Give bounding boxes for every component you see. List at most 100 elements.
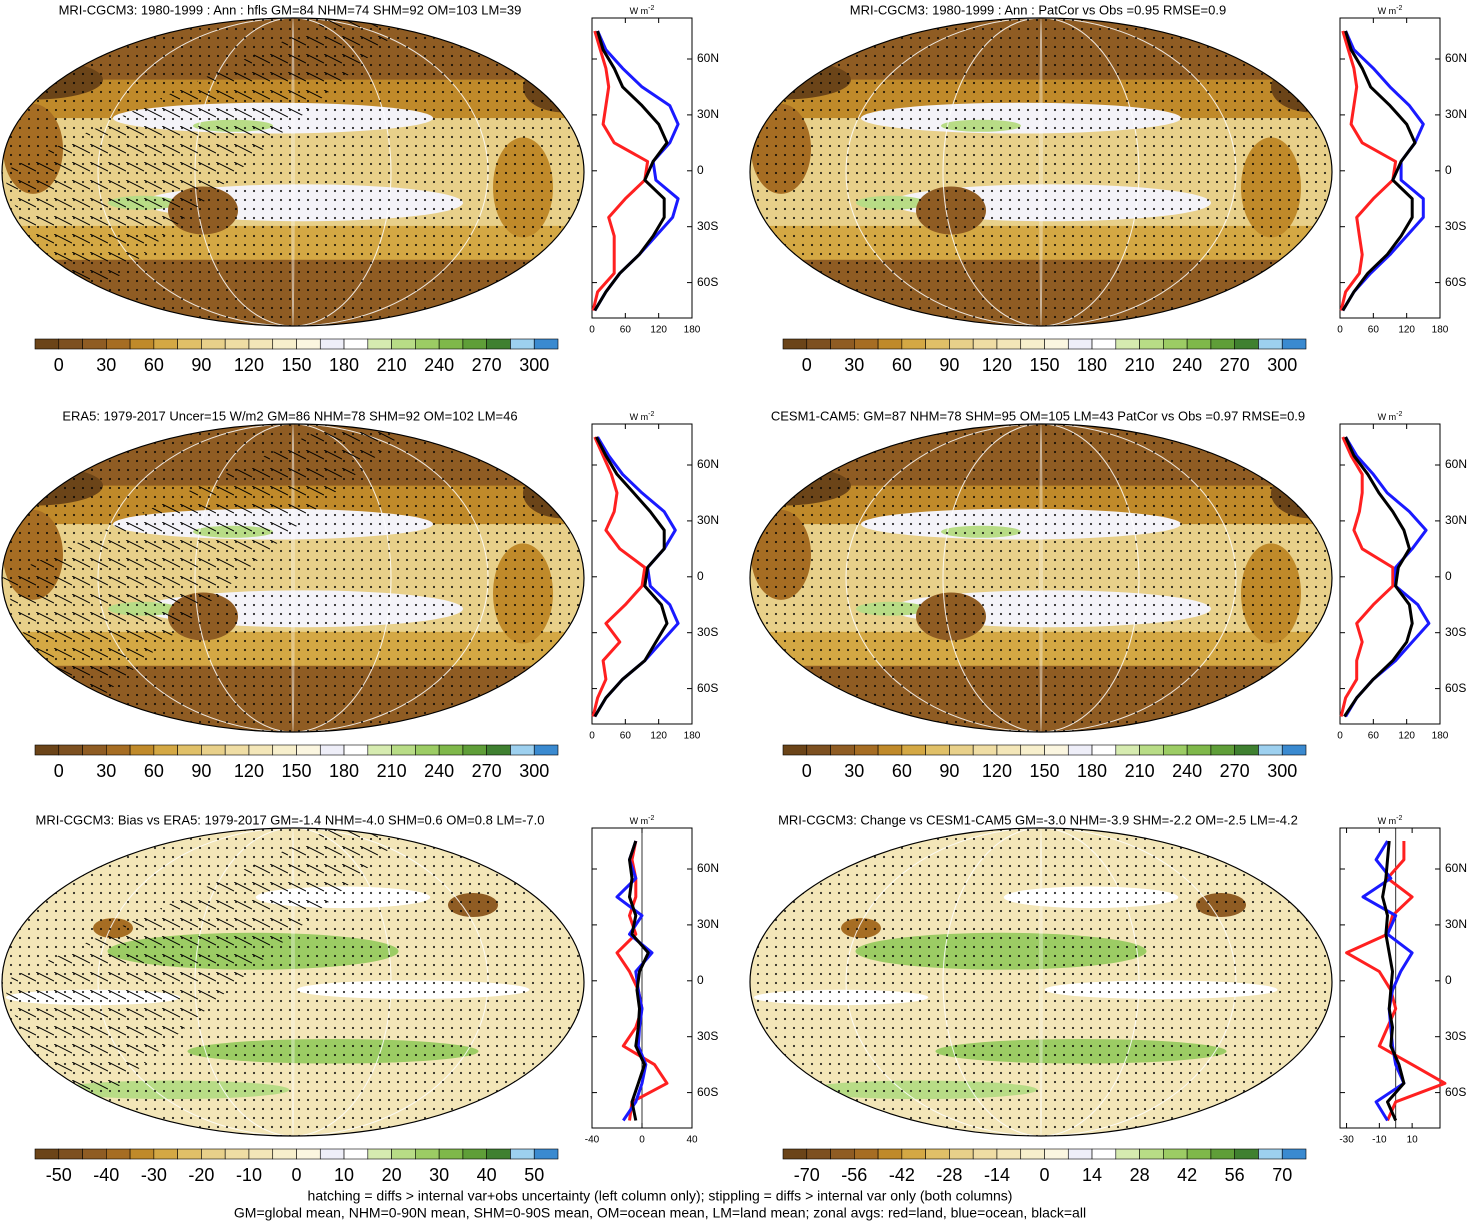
colorbar-box	[830, 1148, 855, 1160]
panel-title: MRI-CGCM3: Change vs CESM1-CAM5 GM=-3.0 …	[778, 812, 1298, 827]
colorbar-box	[854, 1148, 879, 1160]
colorbar-box	[391, 1148, 416, 1160]
colorbar-box	[949, 338, 974, 350]
y-tick-label: 30N	[697, 107, 719, 121]
colorbar-label: 270	[1220, 355, 1250, 375]
colorbar-box	[319, 338, 345, 350]
unit-exponent: -2	[1396, 815, 1402, 822]
zonal-mean-line	[1361, 840, 1414, 1122]
colorbar-box	[996, 1148, 1022, 1160]
unit-label: W m-2	[630, 411, 655, 423]
unit-label: W m-2	[630, 5, 655, 17]
colorbar-label: 300	[1267, 761, 1297, 781]
colorbar-box	[806, 1148, 831, 1160]
colorbar-label: 0	[54, 355, 64, 375]
colorbar-label: -70	[794, 1165, 820, 1185]
colorbar-box	[486, 1148, 511, 1160]
colorbar-box	[153, 1148, 178, 1160]
unit-exponent: -2	[1396, 411, 1402, 418]
x-tick-label: 180	[684, 325, 701, 336]
panel-title: ERA5: 1979-2017 Uncer=15 W/m2 GM=86 NHM=…	[62, 408, 517, 423]
y-tick-label: 0	[1445, 973, 1452, 987]
colorbar-box	[806, 338, 831, 350]
unit-text: W m	[1378, 816, 1397, 826]
zonal-mean-line	[628, 840, 650, 1121]
colorbar-box	[1044, 338, 1069, 350]
colorbar-box	[106, 338, 131, 350]
map-field	[750, 828, 1332, 1136]
y-tick-label: 0	[1445, 163, 1452, 177]
colorbar-label: 300	[1267, 355, 1297, 375]
hatching	[2, 828, 413, 1136]
y-tick-label: 0	[697, 163, 704, 177]
x-tick-label: 60	[620, 731, 632, 742]
colorbar-box	[1091, 338, 1117, 350]
hatching	[2, 18, 413, 326]
colorbar-box	[1139, 744, 1164, 756]
profile-frame	[591, 17, 693, 319]
colorbar-box	[367, 744, 392, 756]
colorbar-box	[877, 1148, 903, 1160]
colorbar-label: 42	[1177, 1165, 1197, 1185]
zonal-mean-line	[1339, 30, 1398, 311]
y-tick-label: 60S	[1445, 275, 1466, 289]
colorbar-label: 210	[377, 355, 407, 375]
unit-exponent: -2	[648, 815, 654, 822]
colorbar-box	[177, 1148, 202, 1160]
colorbar-box	[830, 338, 855, 350]
colorbar-box	[1163, 338, 1188, 350]
y-tick-label: 30N	[1445, 107, 1467, 121]
y-tick-label: 60S	[697, 1085, 718, 1099]
x-tick-label: 0	[589, 731, 595, 742]
colorbar-label: 14	[1082, 1165, 1102, 1185]
zonal-mean-line	[591, 436, 647, 717]
colorbar-box	[272, 338, 297, 350]
colorbar-box	[248, 338, 274, 350]
colorbar-box	[1186, 744, 1212, 756]
colorbar-box	[1067, 1148, 1093, 1160]
colorbar-label: 270	[1220, 761, 1250, 781]
zonal-mean-line	[1343, 436, 1414, 718]
colorbar-box	[1186, 338, 1212, 350]
colorbar-box	[34, 1148, 60, 1160]
colorbar-box	[782, 744, 808, 756]
colorbar-box	[972, 1148, 998, 1160]
colorbar-label: 0	[1039, 1165, 1049, 1185]
colorbar-box	[58, 1148, 83, 1160]
panel-title: MRI-CGCM3: Bias vs ERA5: 1979-2017 GM=-1…	[36, 812, 545, 827]
footer-line: hatching = diffs > internal var+obs unce…	[308, 1188, 1013, 1204]
colorbar-label: 30	[844, 355, 864, 375]
y-tick-label: 0	[697, 973, 704, 987]
colorbar-label: 30	[844, 761, 864, 781]
colorbar-box	[296, 1148, 321, 1160]
colorbar-box	[391, 744, 416, 756]
panel-title: MRI-CGCM3: 1980-1999 : Ann : PatCor vs O…	[850, 2, 1226, 17]
colorbar-label: 210	[377, 761, 407, 781]
colorbar-box	[533, 744, 559, 756]
colorbar-label: 30	[429, 1165, 449, 1185]
colorbar-box	[153, 744, 178, 756]
colorbar-box	[925, 1148, 950, 1160]
colorbar-box	[343, 744, 369, 756]
colorbar-label: 90	[939, 355, 959, 375]
colorbar-label: -50	[46, 1165, 72, 1185]
colorbar-box	[782, 1148, 808, 1160]
colorbar-box	[533, 1148, 559, 1160]
unit-text: W m	[630, 6, 649, 16]
colorbar-label: 150	[281, 355, 311, 375]
colorbar-box	[201, 338, 226, 350]
map-field	[750, 18, 1332, 326]
colorbar-box	[1210, 1148, 1235, 1160]
stippling	[750, 424, 1332, 732]
x-tick-label: 120	[1398, 731, 1415, 742]
colorbar-box	[224, 1148, 250, 1160]
y-tick-label: 60S	[1445, 1085, 1466, 1099]
x-tick-label: 60	[1368, 731, 1380, 742]
colorbar-box	[996, 338, 1022, 350]
colorbar-box	[854, 744, 879, 756]
colorbar-box	[82, 1148, 107, 1160]
zonal-mean-line	[593, 436, 680, 718]
map-outline	[749, 827, 1333, 1137]
hatching	[2, 424, 413, 732]
